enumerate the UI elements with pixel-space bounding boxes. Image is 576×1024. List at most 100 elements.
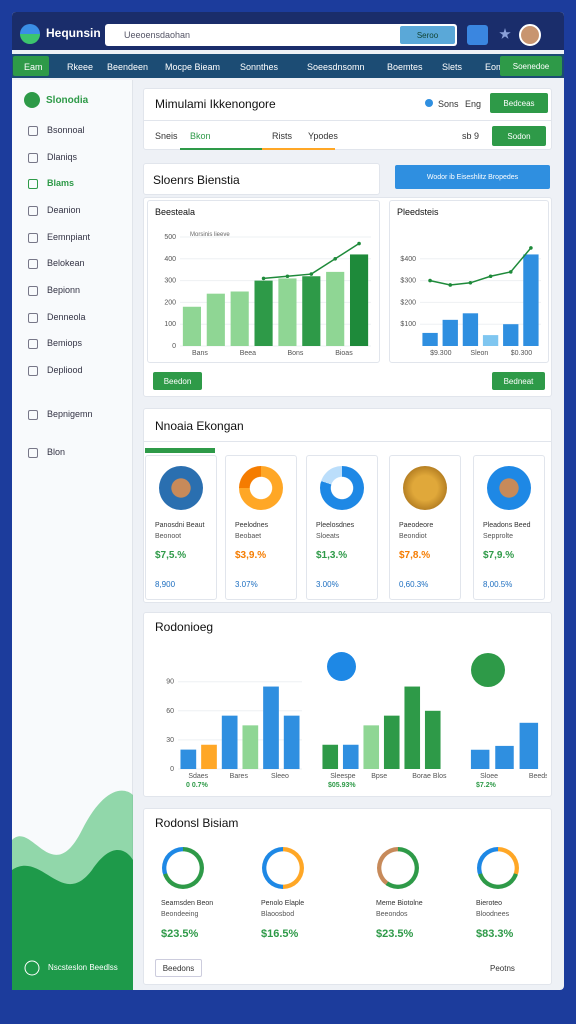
- dropdown[interactable]: Wodor ib Eiseshlitz Bropedes: [395, 165, 550, 189]
- sidebar-icon: [28, 126, 38, 136]
- item-value: $83.3%: [476, 928, 514, 940]
- sidebar-icon: [28, 286, 38, 296]
- header-action[interactable]: Sodon: [492, 126, 546, 146]
- card-stat: 8,00.5%: [483, 580, 513, 589]
- green-badge: [471, 653, 505, 687]
- overview-left-button[interactable]: Beedon: [153, 372, 202, 390]
- star-icon[interactable]: [499, 28, 511, 39]
- x-tick-label: Bans: [192, 350, 208, 357]
- sidebar-item[interactable]: Eemnpiant: [47, 232, 91, 242]
- sidebar-icon: [28, 339, 38, 349]
- bar: [424, 710, 441, 769]
- x-tick-label: Sdaes: [188, 773, 208, 780]
- item-value: $23.5%: [161, 928, 199, 940]
- overview-right-button[interactable]: Bedneat: [492, 372, 545, 390]
- bar: [263, 686, 279, 769]
- x-tick-label: Bpse: [371, 773, 387, 780]
- nav-item[interactable]: Mocpe Bieam: [165, 62, 221, 72]
- section-divider: [143, 441, 552, 442]
- x-tick-label: Bons: [287, 350, 303, 357]
- bar: [470, 749, 490, 769]
- bar: [182, 306, 202, 346]
- line-point: [261, 276, 266, 281]
- card-stat: 3.00%: [316, 580, 339, 589]
- sidebar-item[interactable]: Blams: [47, 178, 75, 188]
- tab[interactable]: Sneis: [155, 131, 178, 141]
- card-value: $1,3.%: [316, 550, 348, 561]
- tab[interactable]: Bkon: [190, 131, 211, 141]
- y-tick-label: $200: [400, 299, 416, 306]
- x-tick-label: Sleon: [470, 350, 488, 357]
- sidebar-icon: [28, 410, 38, 420]
- bar: [495, 745, 514, 769]
- item-name: Searnsden Beon: [161, 900, 214, 907]
- blue-badge: [327, 652, 356, 681]
- card-subtitle: Sepprolte: [483, 533, 513, 540]
- bar: [278, 278, 297, 346]
- tab[interactable]: Rists: [272, 131, 292, 141]
- overview-title-card: [143, 163, 380, 195]
- card-stat: 8,900: [155, 580, 176, 589]
- line-point: [448, 283, 453, 287]
- line-point: [357, 241, 361, 246]
- status-dot: [425, 99, 433, 107]
- item-subtitle: Beeondos: [376, 911, 408, 918]
- product-card[interactable]: [306, 455, 378, 600]
- nav-item[interactable]: Eom: [485, 62, 504, 72]
- bottom-button[interactable]: Beedons: [155, 959, 202, 977]
- nav-item[interactable]: Eam: [24, 62, 43, 72]
- nav-item[interactable]: Sonnthes: [240, 62, 279, 72]
- chart-title: Beesteala: [155, 207, 196, 217]
- item-icon: [477, 847, 519, 889]
- sidebar-item[interactable]: Dlaniqs: [47, 152, 78, 162]
- nav-button[interactable]: Soenedoe: [500, 56, 562, 76]
- nav-item[interactable]: Beendeen: [107, 62, 149, 72]
- bar: [404, 686, 421, 769]
- sidebar-item[interactable]: Bemiops: [47, 338, 83, 348]
- x-tick-label: Sloee: [480, 773, 498, 780]
- card-name: Paeodeore: [399, 522, 434, 529]
- bar: [230, 291, 249, 346]
- bar: [383, 715, 400, 769]
- search-button[interactable]: Seroo: [400, 26, 455, 44]
- y-tick-label: $400: [400, 256, 416, 263]
- item-subtitle: Beondeeing: [161, 911, 199, 918]
- nav-item[interactable]: Soeesdnsomn: [307, 62, 365, 72]
- card-name: Peelodnes: [235, 522, 269, 529]
- sidebar-item[interactable]: Blon: [47, 447, 66, 457]
- header-button[interactable]: Bedceas: [490, 93, 548, 113]
- tab[interactable]: Ypodes: [308, 131, 338, 141]
- line-point: [529, 246, 533, 250]
- sidebar-item[interactable]: Belokean: [47, 258, 85, 268]
- y-tick-label: 90: [166, 679, 174, 686]
- card-icon: [403, 466, 447, 510]
- item-icon: [162, 847, 204, 889]
- x-tick-label: Borae Blos: [412, 773, 447, 780]
- nav-item[interactable]: Slets: [442, 62, 463, 72]
- sidebar-item[interactable]: Depliood: [47, 365, 83, 375]
- sidebar-item[interactable]: Bepnigemn: [47, 409, 93, 419]
- search-input[interactable]: [105, 24, 457, 46]
- sidebar-icon: [28, 366, 38, 376]
- y-tick-label: $100: [400, 321, 416, 328]
- bar: [342, 744, 359, 769]
- count: sb 9: [462, 131, 480, 141]
- sidebar-item[interactable]: Bepionn: [47, 285, 81, 295]
- bar: [422, 332, 438, 346]
- line-point: [309, 272, 314, 276]
- nav-item[interactable]: Rkeee: [67, 62, 94, 72]
- sidebar-item[interactable]: Deanion: [47, 205, 81, 215]
- nav-item[interactable]: Boemtes: [387, 62, 423, 72]
- sidebar-item[interactable]: Bsonnoal: [47, 125, 85, 135]
- chart-note: 0 0.7%: [186, 782, 209, 789]
- sidebar-footer: Nscsteslon Beedlss: [48, 963, 118, 972]
- x-tick-label: Beea: [240, 350, 256, 357]
- notify-icon[interactable]: [467, 25, 488, 45]
- sidebar-item[interactable]: Denneola: [47, 312, 86, 322]
- avatar[interactable]: [519, 24, 541, 46]
- bottom-link[interactable]: Peotns: [490, 964, 515, 973]
- card-name: Pleelosdnes: [316, 522, 355, 529]
- item-name: Bieroteo: [476, 900, 503, 907]
- card-icon: [320, 466, 364, 510]
- item-icon: [262, 847, 304, 889]
